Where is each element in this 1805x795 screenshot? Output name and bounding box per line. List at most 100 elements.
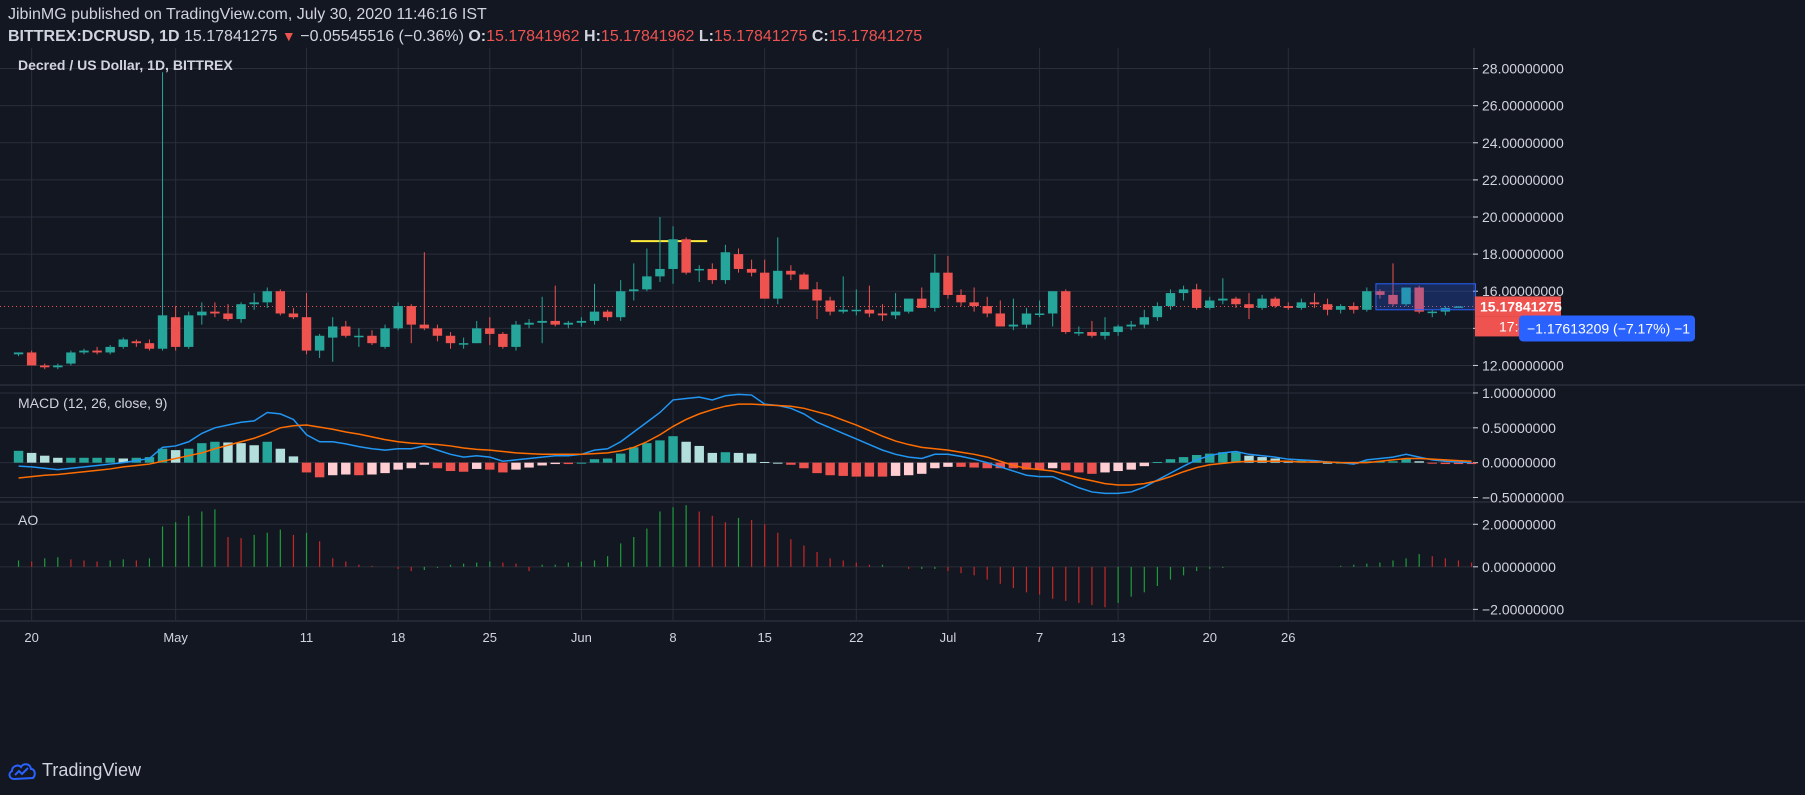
macd-histogram-bar — [445, 462, 456, 472]
candle-body — [92, 350, 102, 353]
macd-histogram-bar — [733, 452, 744, 463]
macd-histogram-bar — [890, 462, 901, 476]
open-label: O: — [468, 28, 487, 45]
candle-body — [354, 335, 364, 338]
candle-body — [576, 320, 587, 323]
candle-body — [733, 254, 744, 269]
macd-histogram-bar — [341, 462, 351, 475]
candle-body — [380, 328, 390, 347]
macd-histogram-bar — [66, 457, 76, 463]
candle-body — [1139, 317, 1150, 325]
macd-histogram-bar — [982, 462, 992, 469]
macd-histogram-bar — [380, 462, 390, 474]
macd-histogram-bar — [773, 462, 783, 464]
x-tick-label: 13 — [1111, 630, 1125, 645]
candle-body — [1401, 287, 1411, 305]
tradingview-logo[interactable]: TradingView — [8, 760, 141, 781]
macd-histogram-bar — [1126, 462, 1136, 470]
chart-area[interactable]: 20 May 11 18 25 Jun 8 15 22 Jul 7 13 20 26 12.00000000… — [0, 48, 1805, 753]
ao-tick-label: 2.00000000 — [1482, 516, 1556, 532]
candle-body — [903, 298, 914, 312]
macd-histogram-bar — [1113, 462, 1123, 472]
candle-body — [1270, 298, 1280, 307]
candle-body — [1427, 311, 1437, 314]
candle-body — [79, 350, 89, 353]
close-label: C: — [811, 28, 829, 45]
macd-histogram-bar — [471, 462, 482, 469]
candle-body — [1126, 324, 1136, 327]
candle-body — [943, 272, 953, 295]
down-triangle-icon: ▼ — [281, 28, 296, 44]
candle-body — [864, 309, 875, 314]
macd-histogram-bar — [249, 445, 259, 463]
candle-body — [1375, 291, 1385, 295]
macd-histogram-bar — [118, 458, 128, 463]
candle-body — [1349, 306, 1359, 310]
macd-histogram-bar — [485, 462, 495, 470]
macd-histogram-bar — [930, 462, 940, 469]
candle-body — [1309, 302, 1320, 305]
tradingview-cloud-icon — [8, 762, 36, 780]
macd-histogram-bar — [943, 462, 953, 467]
measure-box — [1375, 283, 1477, 311]
price-tick-label: 18.00000000 — [1482, 246, 1564, 262]
macd-histogram-bar — [262, 441, 272, 463]
candle-body — [288, 313, 299, 318]
candle-body — [629, 289, 639, 292]
macd-histogram-bar — [1466, 462, 1477, 465]
macd-histogram-bar — [393, 462, 403, 470]
candle-body — [1113, 326, 1123, 333]
macd-histogram-bar — [720, 452, 731, 463]
macd-histogram-bar — [1440, 462, 1451, 465]
candle-body — [1087, 332, 1097, 336]
macd-histogram-bar — [92, 457, 102, 463]
chart-header: JibinMG published on TradingView.com, Ju… — [0, 0, 1805, 48]
price-tick-label: 28.00000000 — [1482, 61, 1564, 77]
macd-histogram-bar — [524, 462, 534, 468]
candle-body — [170, 317, 181, 347]
candle-body — [53, 365, 63, 368]
macd-histogram-bar — [589, 459, 600, 463]
candle-body — [1074, 332, 1084, 334]
candle-body — [642, 276, 652, 290]
candle-body — [602, 311, 613, 318]
x-tick-label: 25 — [483, 630, 497, 645]
signal-line — [18, 403, 1472, 486]
candle-body — [1178, 289, 1189, 294]
candle-body — [223, 313, 233, 320]
candle-body — [746, 268, 757, 273]
macd-histogram-bar — [694, 445, 704, 463]
macd-histogram-bar — [563, 462, 574, 465]
macd-histogram-bar — [995, 462, 1006, 469]
candle-body — [1244, 304, 1254, 308]
candle-body — [799, 274, 809, 290]
macd-histogram-bar — [1021, 462, 1032, 470]
candle-body — [341, 326, 351, 336]
candle-body — [157, 315, 168, 349]
measure-label: −1.17613209 (−7.17%) −1 — [1527, 320, 1690, 336]
brand-label: TradingView — [42, 760, 142, 780]
candle-body — [1257, 298, 1267, 308]
macd-histogram-bar — [1191, 455, 1202, 463]
x-tick-label: 7 — [1036, 630, 1043, 645]
macd-histogram-bar — [877, 462, 888, 477]
macd-histogram-bar — [1165, 459, 1176, 463]
macd-histogram-bar — [969, 462, 979, 468]
x-tick-label: 20 — [24, 630, 38, 645]
symbol-label: BITTREX:DCRUSD, 1D — [8, 28, 180, 45]
macd-histogram-bar — [406, 462, 416, 469]
candle-body — [537, 320, 547, 323]
candle-body — [773, 270, 783, 299]
macd-histogram-bar — [1244, 455, 1254, 463]
candle-body — [1453, 306, 1464, 308]
macd-histogram-bar — [1061, 462, 1071, 471]
macd-histogram-bar — [1034, 462, 1045, 470]
macd-tick-label: 0.50000000 — [1482, 420, 1556, 436]
candle-body — [995, 313, 1006, 327]
x-tick-label: 8 — [669, 630, 676, 645]
price-tick-label: 20.00000000 — [1482, 209, 1564, 225]
macd-histogram-bar — [799, 462, 809, 469]
candle-body — [720, 252, 731, 281]
macd-tick-label: −0.50000000 — [1482, 490, 1564, 506]
macd-histogram-bar — [825, 462, 835, 476]
